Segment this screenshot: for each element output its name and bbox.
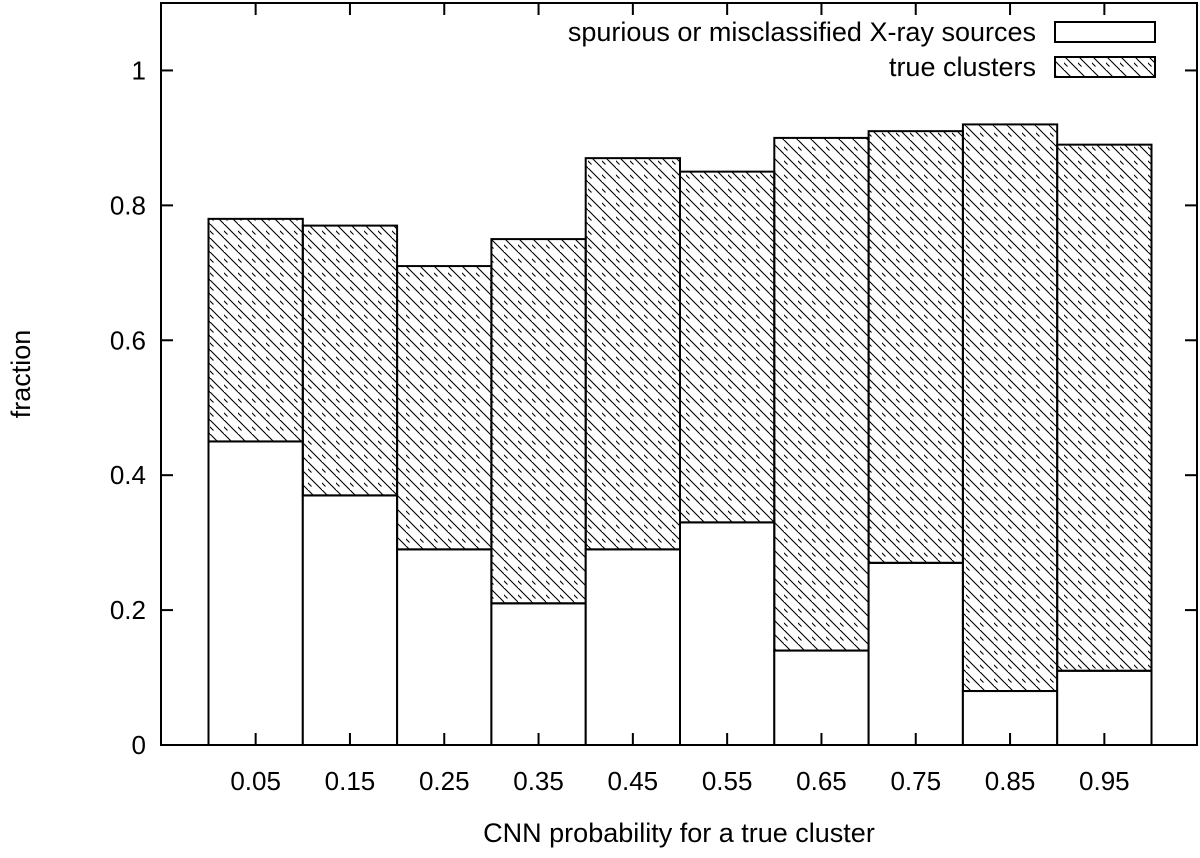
legend: spurious or misclassified X-ray sources t… [568,17,1156,82]
y-tick-label: 0.8 [110,190,146,220]
bar-true-clusters-0.55 [679,170,776,524]
y-axis-title: fraction [6,330,36,419]
bar-true-clusters-0.15 [301,224,399,497]
bar-true-clusters-0.35 [490,238,587,605]
bar-spurious-0.45 [584,548,682,747]
legend-swatch-true-clusters [1054,56,1156,78]
x-tick-label: 0.95 [1079,766,1130,796]
bar-spurious-0.15 [301,494,399,746]
bar-true-clusters-0.85 [961,123,1059,693]
y-tick-label: 0.4 [110,460,146,490]
bar-spurious-0.05 [207,440,304,746]
x-tick-label: 0.25 [419,766,470,796]
x-tick-label: 0.65 [796,766,847,796]
y-tick-label: 0 [132,730,146,760]
bar-true-clusters-0.75 [867,130,964,564]
bar-true-clusters-0.45 [584,157,682,551]
plot-frame [160,2,1198,746]
legend-label: spurious or misclassified X-ray sources [568,17,1036,47]
x-tick-label: 0.05 [230,766,281,796]
bar-spurious-0.25 [396,548,493,747]
bar-spurious-0.95 [1056,669,1153,746]
y-tick-label: 0.6 [110,325,146,355]
bar-true-clusters-0.05 [207,217,304,443]
bar-true-clusters-0.25 [396,265,493,551]
x-tick-label: 0.15 [325,766,376,796]
bar-spurious-0.75 [867,561,964,747]
bar-true-clusters-0.95 [1056,143,1153,672]
y-tick-label: 0.2 [110,595,146,625]
x-tick-label: 0.85 [985,766,1036,796]
bar-spurious-0.55 [679,521,776,747]
bar-spurious-0.35 [490,602,587,746]
x-tick-label: 0.35 [513,766,564,796]
legend-label: true clusters [889,52,1036,82]
x-axis: 0.05 0.15 0.25 0.35 0.45 0.55 0.65 0.75 0.85 0.95 [230,3,1130,796]
x-tick-label: 0.75 [890,766,941,796]
x-tick-label: 0.55 [702,766,753,796]
bar-true-clusters-0.65 [773,136,870,652]
bar-spurious-0.65 [773,649,870,747]
y-tick-label: 1 [132,55,146,85]
x-axis-title: CNN probability for a true cluster [483,818,875,848]
bars-layer [207,123,1153,747]
y-axis: 0 0.2 0.4 0.6 0.8 1 [110,55,1197,760]
x-tick-label: 0.45 [608,766,659,796]
legend-swatch-spurious [1054,21,1156,43]
